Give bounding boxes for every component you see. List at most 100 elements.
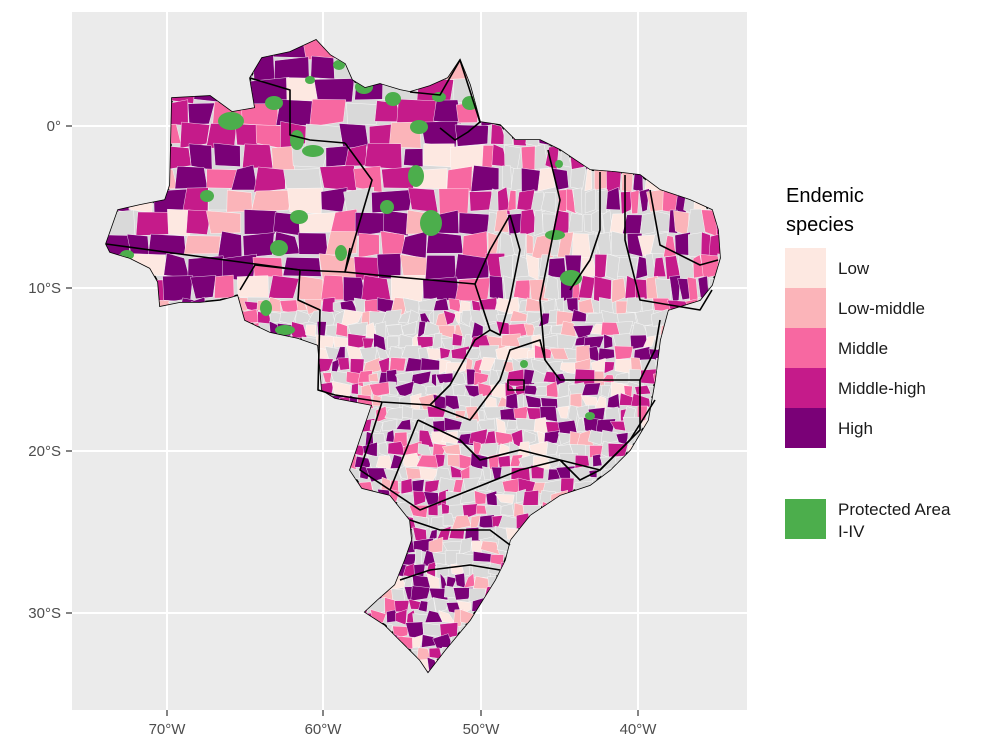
legend: Endemic species Low Low-middle Middle Mi… xyxy=(785,185,951,541)
municipality-cell xyxy=(226,189,253,213)
municipality-cell xyxy=(614,345,634,360)
state-border-rj-es xyxy=(559,399,656,481)
municipality-cell xyxy=(531,369,548,384)
municipality-cell xyxy=(400,320,418,336)
state-border-to xyxy=(489,214,521,336)
municipality-cell xyxy=(477,418,496,430)
legend-label-protected-line2: I-IV xyxy=(838,522,865,541)
municipality-cell xyxy=(414,548,423,567)
municipality-cell xyxy=(162,275,194,303)
municipality-cell xyxy=(617,256,639,278)
municipality-cell xyxy=(386,369,398,386)
municipality-cell xyxy=(546,441,561,456)
municipality-cell xyxy=(501,333,521,347)
municipality-cell xyxy=(428,588,449,601)
municipality-cell xyxy=(454,253,489,280)
municipality-cell xyxy=(572,233,592,259)
municipality-cell xyxy=(395,419,412,431)
municipality-cell xyxy=(439,347,451,360)
x-tick-label-50w: 50°W xyxy=(463,721,501,738)
municipality-cell xyxy=(434,454,446,468)
municipality-cell xyxy=(500,466,511,481)
municipality-cell xyxy=(333,336,349,348)
y-tick-label-0: 0° xyxy=(47,118,61,135)
municipality-cell xyxy=(654,278,672,302)
municipality-cell xyxy=(494,209,509,233)
protected-area-patch xyxy=(333,60,345,70)
municipality-cell xyxy=(594,254,608,280)
municipality-cell xyxy=(305,324,317,337)
municipality-cell xyxy=(403,148,424,167)
municipality-cell xyxy=(575,344,593,363)
municipality-cell xyxy=(253,166,286,193)
municipality-cell xyxy=(630,189,640,214)
protected-area-patch xyxy=(290,130,304,150)
state-border-go-mg xyxy=(429,339,546,421)
municipality-cell xyxy=(620,191,634,215)
municipality-cell xyxy=(407,309,420,327)
municipality-cell xyxy=(400,478,413,495)
municipality-cell xyxy=(538,254,550,278)
municipality-cell xyxy=(607,393,621,409)
municipality-cell xyxy=(567,405,579,423)
municipality-cell xyxy=(470,165,500,192)
municipality-cell xyxy=(425,255,457,281)
protected-area-patch xyxy=(302,145,324,157)
municipality-cell xyxy=(581,382,601,396)
municipality-cell xyxy=(214,274,235,299)
protected-area-patch xyxy=(520,360,528,368)
protected-area-patch xyxy=(290,210,308,224)
municipality-cell xyxy=(428,529,438,542)
municipality-cell xyxy=(555,297,565,314)
municipality-cell xyxy=(394,600,410,612)
municipality-cell xyxy=(486,479,506,494)
municipality-cell xyxy=(715,209,720,237)
municipality-cell xyxy=(653,257,667,277)
municipality-cell xyxy=(268,275,300,299)
municipality-cell xyxy=(313,78,355,103)
state-border-ba xyxy=(544,319,661,381)
legend-title-line2: species xyxy=(786,214,854,236)
municipality-cell xyxy=(572,325,594,340)
municipality-cell xyxy=(186,209,212,235)
state-border-ms xyxy=(359,401,419,491)
municipality-cell xyxy=(509,454,524,467)
legend-label-middle: Middle xyxy=(838,339,888,358)
municipality-cell xyxy=(213,142,241,167)
state-border-pi-ce xyxy=(569,172,601,291)
municipality-cell xyxy=(674,232,691,256)
municipality-cell xyxy=(557,405,570,419)
municipality-cell xyxy=(537,167,556,192)
municipality-cell xyxy=(282,257,322,277)
municipality-cell xyxy=(446,166,473,192)
legend-label-low-middle: Low-middle xyxy=(838,299,925,318)
protected-area-patch xyxy=(585,412,595,420)
municipality-cell xyxy=(410,585,431,602)
municipality-cell xyxy=(600,429,618,444)
municipality-cell xyxy=(570,166,587,190)
state-border-pr-sc xyxy=(409,519,511,546)
municipality-cell xyxy=(271,146,295,171)
protected-area-patch xyxy=(380,200,394,214)
municipality-cell xyxy=(530,464,545,479)
municipality-cell xyxy=(441,430,458,445)
protected-area-patch xyxy=(420,210,442,236)
municipality-cell xyxy=(183,235,221,255)
municipality-cell xyxy=(309,99,347,128)
protected-area-patch xyxy=(555,160,563,168)
state-border-rr xyxy=(249,77,346,144)
state-border-ne xyxy=(649,189,719,266)
protected-area-patch xyxy=(275,325,295,335)
municipality-cell xyxy=(530,191,545,213)
municipality-cell xyxy=(424,479,440,495)
protected-area-patch xyxy=(218,112,244,130)
municipality-cell xyxy=(364,143,403,170)
state-border-mg-sp xyxy=(417,380,641,471)
y-axis-ticks: 0° 10°S 20°S 30°S xyxy=(28,118,72,622)
municipality-cell xyxy=(584,188,596,214)
municipality-cell xyxy=(521,167,544,193)
legend-title-line1: Endemic xyxy=(786,185,864,207)
protected-area-patch xyxy=(408,165,424,187)
municipality-cell xyxy=(386,324,403,336)
x-tick-label-40w: 40°W xyxy=(620,721,658,738)
